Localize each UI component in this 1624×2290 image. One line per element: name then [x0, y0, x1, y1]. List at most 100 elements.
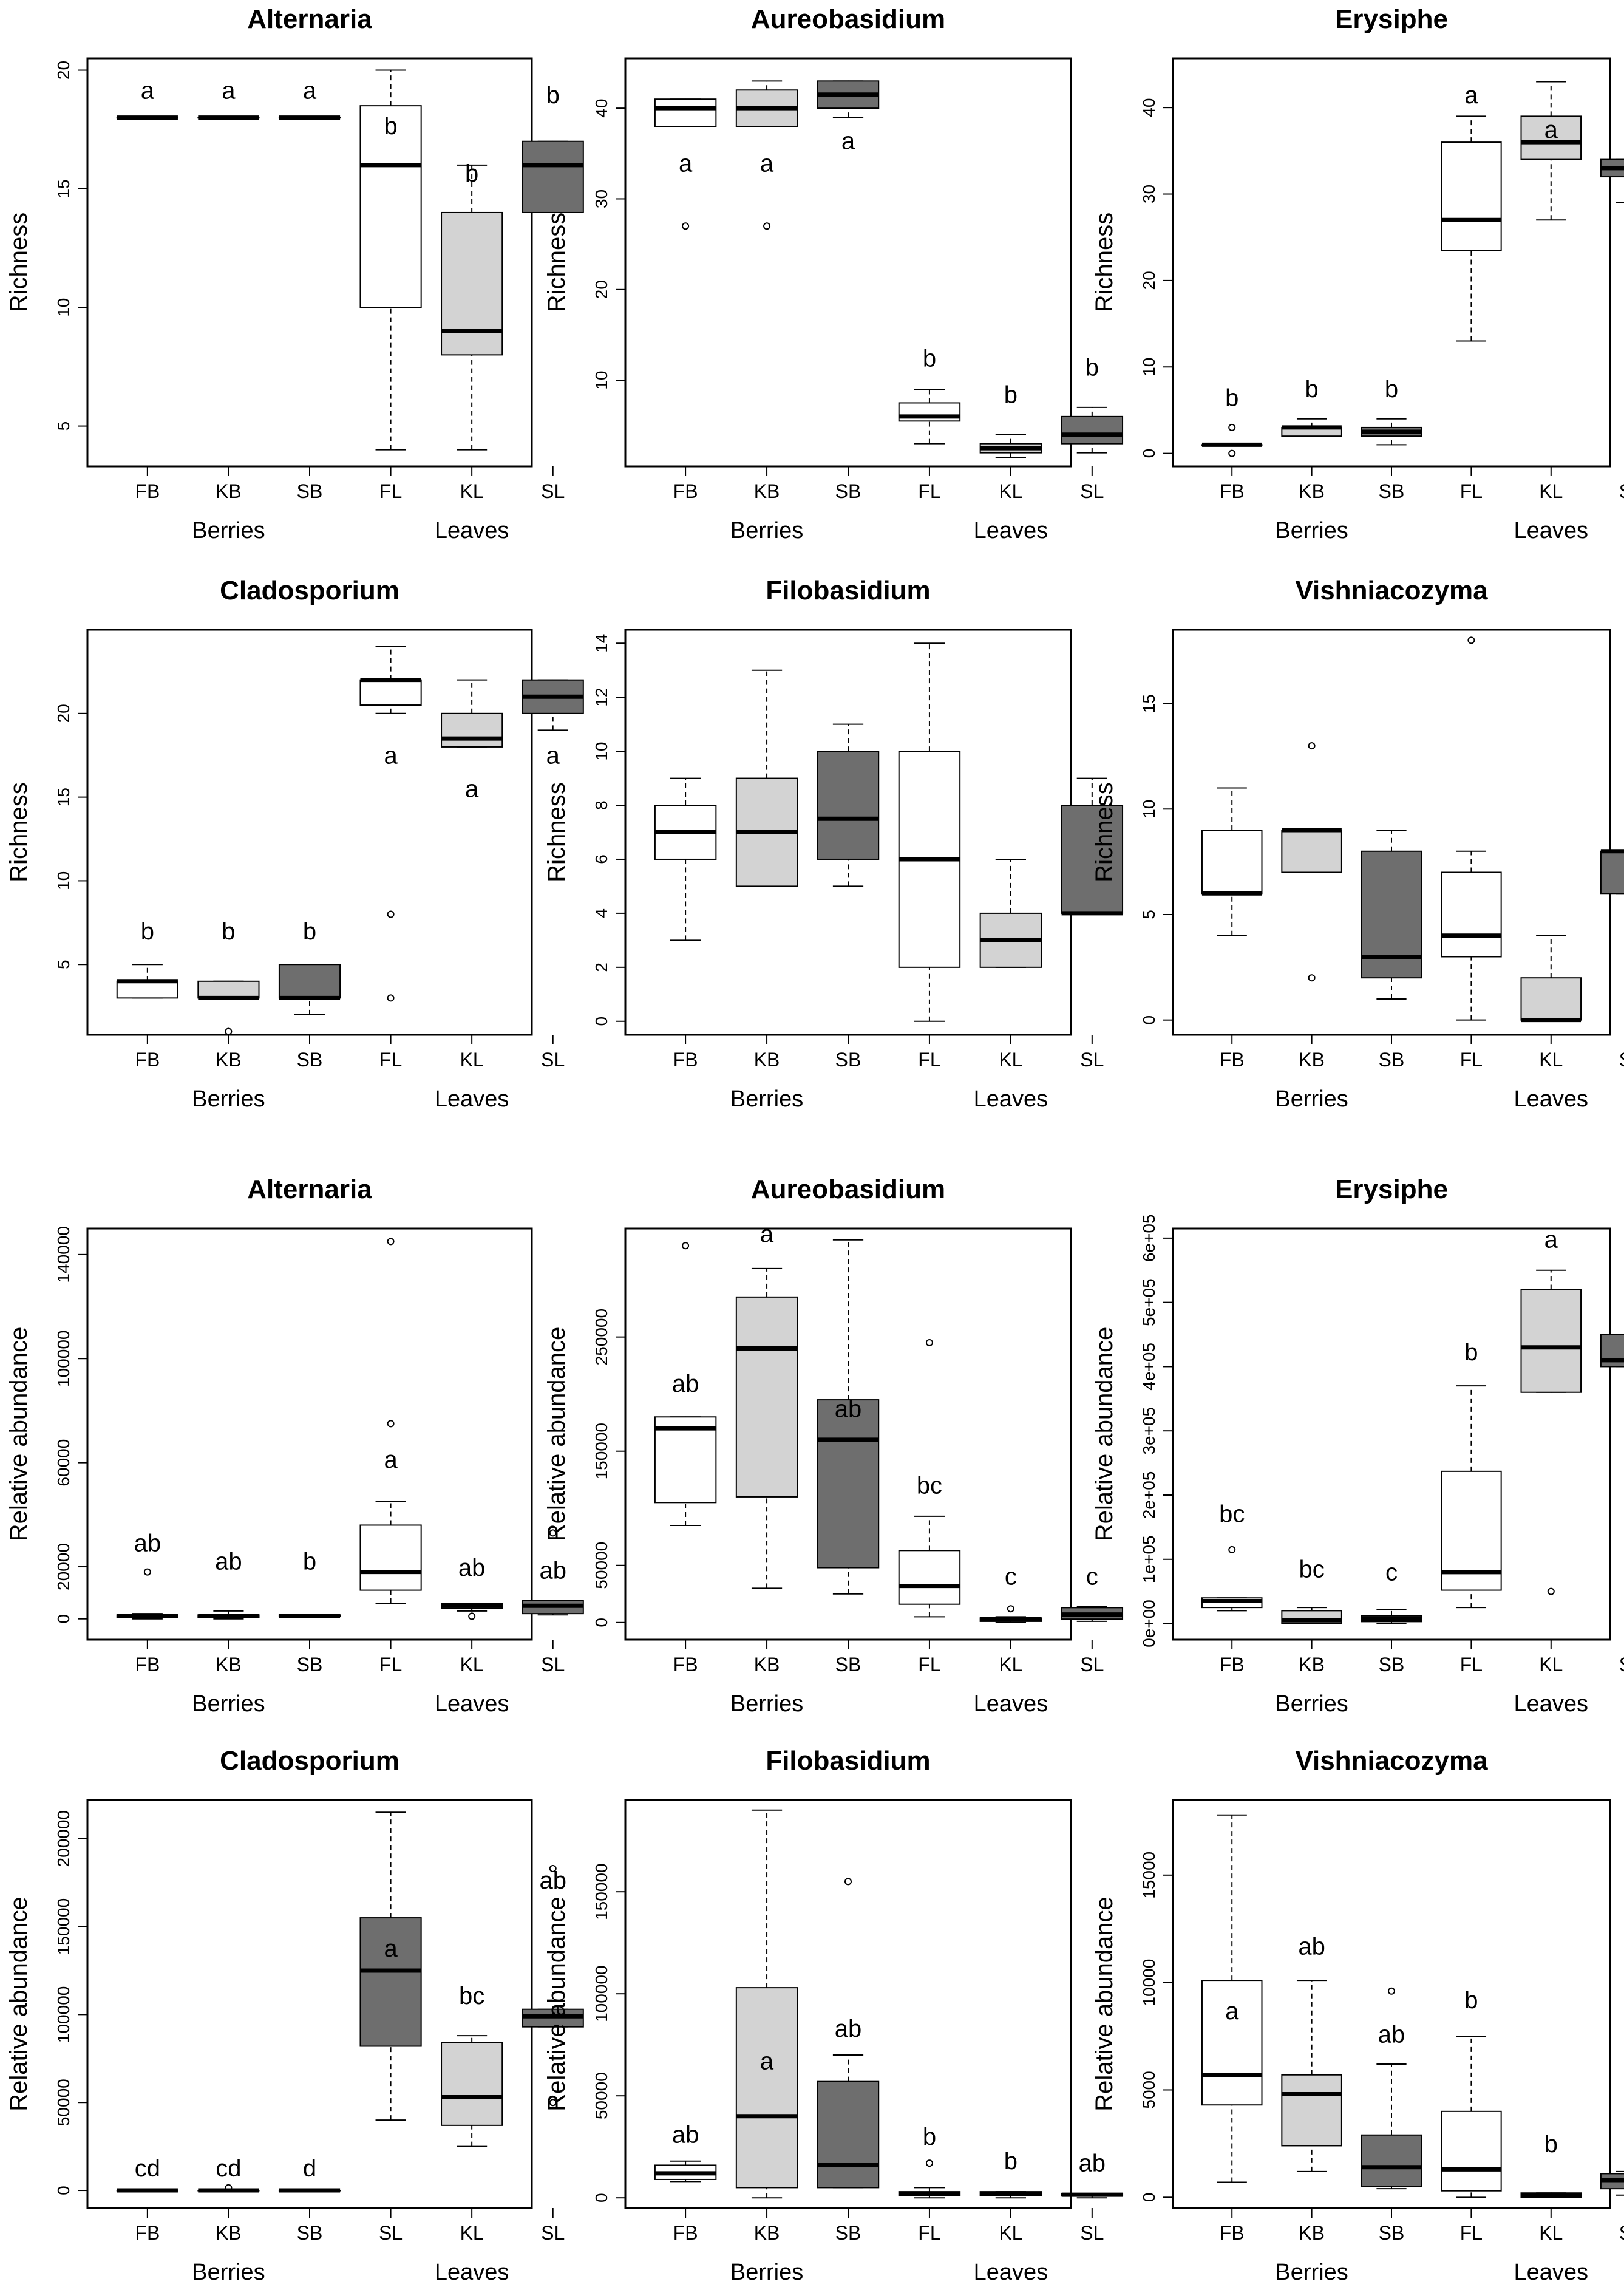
significance-letter: ab [1079, 2150, 1106, 2177]
x-tick-label: SL [1080, 2222, 1104, 2244]
significance-letter: c [1086, 1564, 1098, 1590]
box-FL [898, 389, 961, 445]
group-label-leaves: Leaves [974, 1691, 1048, 1717]
box-KB [735, 1267, 798, 1589]
y-tick-label: 20 [54, 704, 73, 723]
group-label-leaves: Leaves [974, 518, 1048, 544]
x-tick-label: SB [1379, 480, 1405, 502]
box-KL [1520, 935, 1582, 1023]
x-tick-label: KL [999, 2222, 1022, 2244]
y-tick-label: 0 [1140, 449, 1158, 458]
x-tick-label: KB [216, 1049, 242, 1071]
panel-title: Erysiphe [1335, 4, 1448, 34]
x-tick-label: FB [135, 1049, 160, 1071]
box-FB [116, 964, 178, 999]
box-KB [1281, 1607, 1342, 1624]
significance-letter: bc [917, 1472, 942, 1499]
y-axis-label: Richness [543, 213, 570, 313]
y-tick-label: 6 [592, 854, 611, 864]
y-tick-label: 50000 [54, 2079, 73, 2126]
x-tick-label: FB [673, 1049, 698, 1071]
outlier-point [1308, 974, 1316, 982]
y-tick-label: 0 [54, 2186, 73, 2195]
group-label-leaves: Leaves [435, 1691, 509, 1717]
box-iqr [1281, 2074, 1342, 2147]
y-tick-label: 20 [1140, 271, 1158, 290]
box-KL [1520, 2192, 1582, 2198]
x-tick-label: KL [460, 2222, 484, 2244]
box-KL [979, 858, 1042, 968]
y-tick-label: 8 [592, 800, 611, 810]
box-SB [817, 1239, 880, 1595]
box-SL [1600, 1334, 1624, 1368]
x-tick-label: KB [754, 2222, 780, 2244]
x-tick-label: SB [835, 480, 861, 502]
box-KB [1281, 1980, 1342, 2172]
significance-letter: a [141, 77, 155, 104]
x-tick-label: FB [1220, 480, 1245, 502]
y-tick-label: 40 [1140, 98, 1158, 117]
y-axis-label: Relative abundance [5, 1896, 32, 2111]
box-SL [522, 1864, 584, 2107]
panel-title: Aureobasidium [751, 1174, 945, 1204]
x-tick-label: FL [918, 1654, 940, 1675]
x-tick-label: KL [1539, 2222, 1563, 2244]
box-iqr [1361, 2134, 1422, 2187]
group-label-berries: Berries [1275, 2260, 1348, 2285]
x-tick-label: SL [1080, 480, 1104, 502]
x-tick-label: SL [541, 1049, 565, 1071]
box-SL [1061, 406, 1124, 454]
x-tick-label: KL [1539, 1654, 1563, 1675]
y-tick-label: 5 [1140, 910, 1158, 919]
panel-title: Cladosporium [220, 1746, 399, 1776]
significance-letter: bc [1219, 1501, 1245, 1527]
x-tick-label: SL [1619, 1654, 1624, 1675]
box-iqr [116, 980, 178, 999]
x-tick-label: SL [1080, 1654, 1104, 1675]
outlier-point [1228, 1545, 1236, 1553]
group-label-berries: Berries [192, 1691, 265, 1717]
box-iqr [817, 751, 880, 860]
significance-letter: a [1464, 82, 1478, 109]
y-tick-label: 150000 [592, 1423, 611, 1479]
x-tick-label: FL [1460, 2222, 1483, 2244]
box-FL [898, 642, 961, 1022]
panel-erysiphe-richness: Erysiphe Richness 0 10 20 30 40 FB b KB b SB b FL a KL a… [1091, 4, 1624, 544]
significance-letter: ab [1378, 2022, 1405, 2048]
x-tick-label: SL [1619, 2222, 1624, 2244]
box-FL [359, 69, 422, 451]
box-iqr [441, 2042, 503, 2126]
y-tick-label: 10 [592, 742, 611, 761]
box-SL [522, 679, 584, 731]
significance-letter: a [384, 742, 398, 769]
significance-letter: b [1305, 376, 1318, 403]
y-tick-label: 10 [1140, 358, 1158, 377]
y-tick-label: 10 [54, 871, 73, 890]
outlier-point [1228, 449, 1236, 457]
significance-letter: b [923, 346, 936, 372]
y-tick-label: 20 [592, 280, 611, 299]
group-label-berries: Berries [1275, 518, 1348, 544]
box-SB [1361, 1987, 1422, 2190]
outlier-point [387, 910, 395, 918]
x-tick-label: KB [216, 480, 242, 502]
box-SL [1600, 849, 1624, 895]
outlier-point [143, 1568, 151, 1576]
box-SL [1600, 2170, 1624, 2196]
significance-letter: c [1385, 1559, 1398, 1586]
significance-letter: a [679, 151, 693, 177]
group-label-berries: Berries [730, 518, 803, 544]
box-KL [979, 2191, 1042, 2199]
y-tick-label: 0 [592, 1017, 611, 1026]
box-SL [522, 140, 584, 213]
box-KL [1520, 81, 1582, 221]
x-tick-label: KB [1299, 1654, 1325, 1675]
box-FB [1201, 1545, 1263, 1612]
group-label-leaves: Leaves [1514, 2260, 1589, 2285]
y-tick-label: 0e+00 [1140, 1600, 1158, 1648]
significance-letter: d [303, 2155, 316, 2182]
y-tick-label: 12 [592, 688, 611, 707]
outlier-point [844, 1878, 852, 1886]
y-tick-label: 200000 [54, 1810, 73, 1867]
box-FB [654, 777, 717, 941]
